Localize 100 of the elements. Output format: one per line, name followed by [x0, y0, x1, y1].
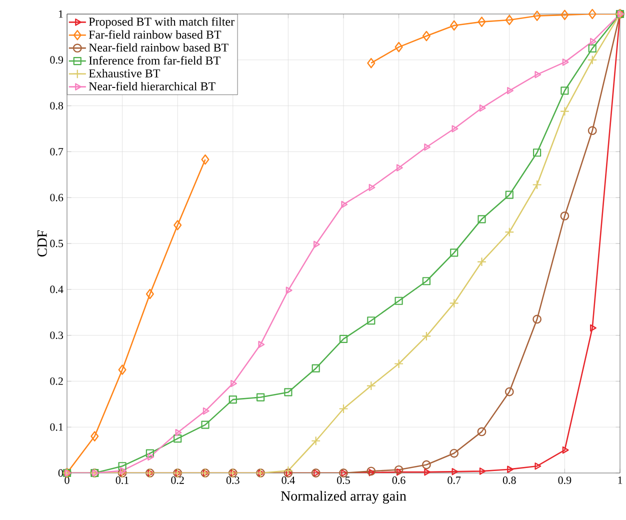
y-tick-label: 0.6 — [50, 194, 64, 202]
point — [478, 16, 486, 27]
point — [366, 381, 376, 391]
y-tick-label: 0 — [58, 469, 64, 477]
x-tick-label: 0.8 — [502, 476, 516, 484]
point — [532, 180, 542, 190]
point — [175, 428, 182, 436]
point — [560, 212, 570, 220]
point — [562, 446, 569, 454]
point — [396, 164, 403, 172]
y-tick-label: 0.1 — [50, 423, 63, 431]
point — [258, 340, 265, 348]
point — [314, 469, 320, 477]
point — [450, 448, 459, 458]
point — [504, 387, 514, 396]
point — [533, 10, 542, 21]
point — [422, 460, 431, 470]
point — [450, 248, 458, 257]
point — [590, 38, 596, 46]
point — [202, 407, 210, 415]
point — [478, 215, 486, 224]
y-tick-label: 0.8 — [50, 102, 64, 110]
point — [424, 468, 431, 476]
legend-label: Proposed BT with match filter — [88, 17, 234, 28]
point — [146, 449, 154, 458]
point — [314, 240, 320, 248]
point — [560, 10, 569, 20]
point — [284, 388, 292, 396]
point — [588, 8, 596, 20]
point — [507, 466, 514, 473]
point — [590, 324, 596, 332]
point — [230, 380, 238, 388]
point — [534, 462, 542, 470]
point — [394, 296, 403, 305]
point — [256, 393, 265, 402]
x-tick-label: 0.9 — [558, 476, 572, 484]
point — [312, 364, 320, 372]
point — [341, 200, 348, 208]
x-tick-label: 0.6 — [392, 476, 406, 484]
point — [533, 148, 542, 157]
point — [534, 70, 542, 78]
point — [201, 420, 210, 429]
point — [394, 465, 404, 474]
point — [560, 86, 569, 95]
point — [504, 227, 514, 237]
point — [532, 314, 542, 324]
x-tick-label: 0.2 — [171, 476, 184, 484]
point — [230, 469, 238, 477]
y-tick-label: 0.4 — [50, 286, 64, 294]
point — [367, 316, 376, 325]
point — [338, 404, 348, 414]
point — [422, 277, 431, 286]
x-axis-title: Normalized array gain — [280, 490, 406, 504]
point — [339, 334, 348, 344]
point — [311, 436, 321, 446]
point — [505, 14, 514, 26]
point — [90, 431, 99, 442]
legend-label: Inference from far-field BT — [89, 56, 220, 65]
point — [479, 104, 486, 112]
legend-label: Near-field hierarchical BT — [88, 82, 216, 90]
y-tick-label: 1 — [58, 10, 63, 18]
point — [424, 143, 431, 151]
legend-label: Far-field rainbow based BT — [88, 30, 222, 39]
point — [367, 58, 376, 68]
point — [394, 42, 403, 52]
point — [394, 359, 404, 369]
point — [120, 467, 126, 474]
point — [174, 434, 182, 443]
point — [477, 257, 487, 267]
y-tick-label: 0.2 — [50, 377, 63, 385]
y-axis-title: CDF — [37, 230, 47, 257]
point — [588, 126, 597, 136]
point — [452, 468, 458, 476]
point — [477, 427, 486, 436]
x-tick-label: 0.7 — [448, 476, 461, 484]
point — [148, 453, 154, 461]
point — [368, 184, 376, 192]
point — [118, 364, 126, 375]
y-tick-label: 0.5 — [50, 240, 64, 248]
point — [449, 298, 459, 308]
legend-label: Exhaustive BT — [88, 68, 160, 78]
point — [396, 468, 403, 476]
point — [479, 468, 486, 475]
point — [283, 466, 293, 476]
y-tick-label: 0.3 — [50, 332, 64, 340]
y-tick-label: 0.9 — [50, 56, 64, 64]
point — [450, 20, 458, 31]
point — [505, 190, 514, 199]
x-tick-label: 0.3 — [226, 476, 240, 484]
point — [562, 58, 569, 66]
y-tick-label: 0.7 — [50, 148, 64, 156]
x-tick-label: 0.1 — [116, 476, 129, 484]
point — [228, 396, 237, 404]
x-tick-label: 0.4 — [282, 476, 295, 484]
point — [146, 288, 154, 300]
point — [452, 125, 458, 132]
point — [588, 55, 598, 65]
point — [118, 462, 126, 470]
point — [286, 286, 292, 294]
point — [201, 154, 210, 165]
